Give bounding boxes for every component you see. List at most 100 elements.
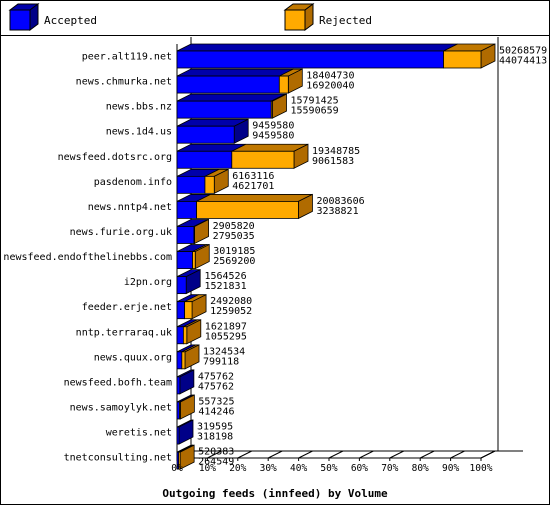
accepted-value-label: 264549 [198, 457, 234, 468]
bar-accepted-front [176, 301, 186, 320]
accepted-value-label: 2795035 [213, 231, 255, 242]
x-tick-label: 10% [199, 463, 216, 474]
legend-rejected-swatch [283, 3, 315, 31]
bar-accepted-top [176, 43, 458, 52]
total-value-label: 15791425 [290, 96, 338, 107]
bars [176, 43, 496, 470]
bar-accepted-front [176, 201, 197, 219]
category-label: feeder.erje.net [82, 302, 172, 313]
bar-rejected-front [443, 50, 482, 69]
total-value-label: 50268579 [499, 46, 547, 57]
bar-rejected-front [178, 451, 181, 470]
legend-rejected-label: Rejected [319, 14, 372, 27]
accepted-value-label: 1521831 [204, 281, 246, 292]
category-label: peer.alt119.net [82, 52, 172, 63]
bar-rejected [193, 218, 209, 245]
bar-accepted-front [176, 276, 187, 295]
x-tick-label: 70% [381, 463, 398, 474]
category-label: weretis.net [106, 428, 172, 439]
category-label: news.chmurka.net [76, 77, 172, 88]
total-value-label: 1324534 [203, 346, 245, 357]
x-tick-label: 100% [470, 463, 493, 474]
legend-accepted-swatch [8, 3, 40, 31]
bar-rejected-top [196, 194, 313, 202]
bar-accepted-top [176, 68, 294, 77]
bar-accepted-front [176, 326, 184, 345]
x-tick-diagonal [298, 450, 313, 459]
bar-rejected [178, 444, 195, 470]
bar-rejected-front [184, 301, 193, 320]
category-label: news.samoylyk.net [70, 402, 172, 413]
bar-accepted-front [176, 75, 280, 94]
category-label: newsfeed.dotsrc.org [58, 152, 172, 163]
bar-rejected-front [182, 326, 188, 345]
bar-accepted-front [176, 376, 181, 395]
x-tick-diagonal [328, 450, 344, 459]
total-value-label: 1564526 [204, 271, 246, 282]
category-label: newsfeed.bofh.team [64, 377, 172, 388]
total-value-label: 9459580 [252, 121, 294, 132]
bar-rejected [278, 68, 303, 94]
bar-accepted-front [176, 125, 235, 144]
bar-accepted [176, 93, 286, 119]
bar-accepted [176, 118, 249, 144]
total-value-label: 475762 [198, 371, 234, 382]
bar-accepted-front [176, 175, 206, 194]
accepted-value-label: 9459580 [252, 131, 294, 142]
accepted-value-label: 475762 [198, 381, 234, 392]
category-label: tnetconsulting.net [64, 453, 172, 464]
bar-rejected-front [192, 251, 196, 269]
x-tick-diagonal [480, 450, 496, 459]
accepted-value-label: 4621701 [232, 181, 274, 192]
category-label: i2pn.org [124, 277, 172, 288]
x-tick-labels: 0% 10% 20% 30% 40% 50% 60% 70% 80% 90% 100% [171, 463, 492, 474]
bar-accepted-front [176, 226, 195, 244]
category-label: newsfeed.endofthelinebbs.com [3, 252, 172, 263]
bar-accepted [176, 268, 201, 295]
accepted-value-label: 3238821 [316, 206, 358, 217]
category-label: news.furie.org.uk [70, 227, 172, 238]
accepted-value-label: 44074413 [499, 56, 547, 67]
total-value-label: 557325 [198, 396, 234, 407]
bar-accepted [176, 419, 194, 445]
bar-rejected [443, 43, 496, 69]
category-label: news.1d4.us [106, 127, 172, 138]
bar-accepted-front [176, 351, 183, 370]
bar-accepted-front [176, 251, 193, 269]
bar-accepted-front [176, 426, 180, 445]
bar-rejected [196, 193, 313, 220]
accepted-value-label: 9061583 [312, 156, 354, 167]
bar-rejected-front [196, 201, 299, 219]
x-tick-label: 80% [412, 463, 429, 474]
total-value-label: 18404730 [306, 71, 354, 82]
bar-accepted [176, 43, 458, 69]
chart-title: Outgoing feeds (innfeed) by Volume [162, 487, 388, 500]
bar-rejected-front [231, 150, 295, 169]
total-value-label: 3019185 [213, 246, 255, 257]
bar-accepted [176, 143, 246, 169]
category-label: news.quux.org [94, 352, 172, 363]
x-tick-label: 50% [320, 463, 337, 474]
x-tick-diagonal [450, 450, 465, 459]
bar-rejected [204, 168, 229, 194]
category-label: pasdenom.info [94, 177, 172, 188]
total-value-label: 19348785 [312, 146, 360, 157]
bar-rejected [270, 93, 287, 119]
x-tick-diagonal [389, 450, 405, 459]
bar-rejected-front [193, 226, 195, 244]
accepted-value-label: 1259052 [210, 306, 252, 317]
total-value-label: 2905820 [213, 221, 255, 232]
total-value-label: 520383 [198, 447, 234, 458]
total-value-label: 2492080 [210, 296, 252, 307]
bar-accepted [176, 369, 195, 395]
accepted-value-label: 1055295 [205, 331, 247, 342]
x-tick-label: 90% [442, 463, 459, 474]
x-tick-label: 40% [290, 463, 307, 474]
total-value-label: 20083606 [316, 196, 364, 207]
accepted-value-label: 16920040 [306, 81, 354, 92]
accepted-value-label: 15590659 [290, 106, 338, 117]
x-tick-label: 30% [260, 463, 277, 474]
bar-rejected [181, 344, 200, 370]
category-label: news.bbs.nz [106, 102, 172, 113]
